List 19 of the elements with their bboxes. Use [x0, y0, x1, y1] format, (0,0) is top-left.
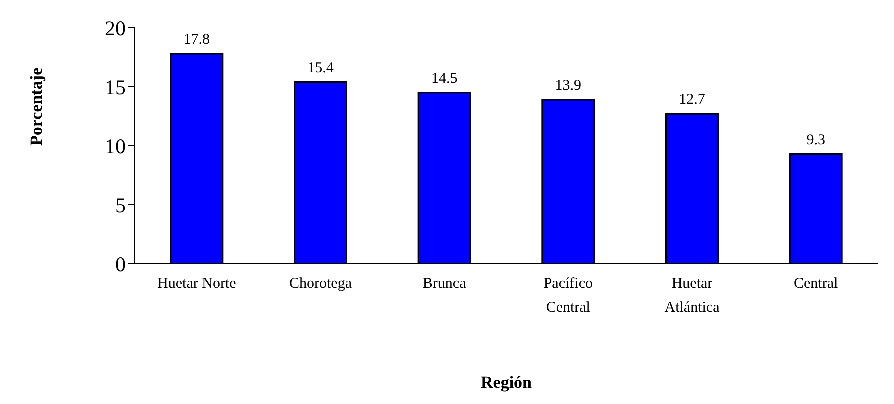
y-tick-label: 0 [116, 252, 126, 276]
y-tick-label: 20 [105, 16, 126, 40]
x-axis-title: Región [481, 373, 533, 392]
x-tick-label: Brunca [422, 276, 467, 292]
data-label: 17.8 [184, 32, 210, 48]
x-tick-label: Huetar Atlántica [664, 276, 720, 316]
data-label: 13.9 [555, 78, 582, 94]
x-tick-label: Central [794, 276, 838, 292]
x-tick-label: Chorotega [290, 276, 352, 292]
y-tick-label: 5 [116, 193, 126, 218]
x-tick-label: Huetar Norte [158, 276, 237, 292]
x-tick-label: Pacífico Central [544, 276, 593, 316]
data-label: 12.7 [679, 92, 706, 108]
data-label: 15.4 [308, 60, 334, 76]
y-tick-label: 10 [105, 134, 126, 158]
data-label: 9.3 [806, 132, 826, 148]
data-label: 14.5 [431, 70, 458, 87]
y-tick-label: 15 [105, 75, 126, 100]
y-axis-title: Porcentaje [27, 68, 46, 146]
